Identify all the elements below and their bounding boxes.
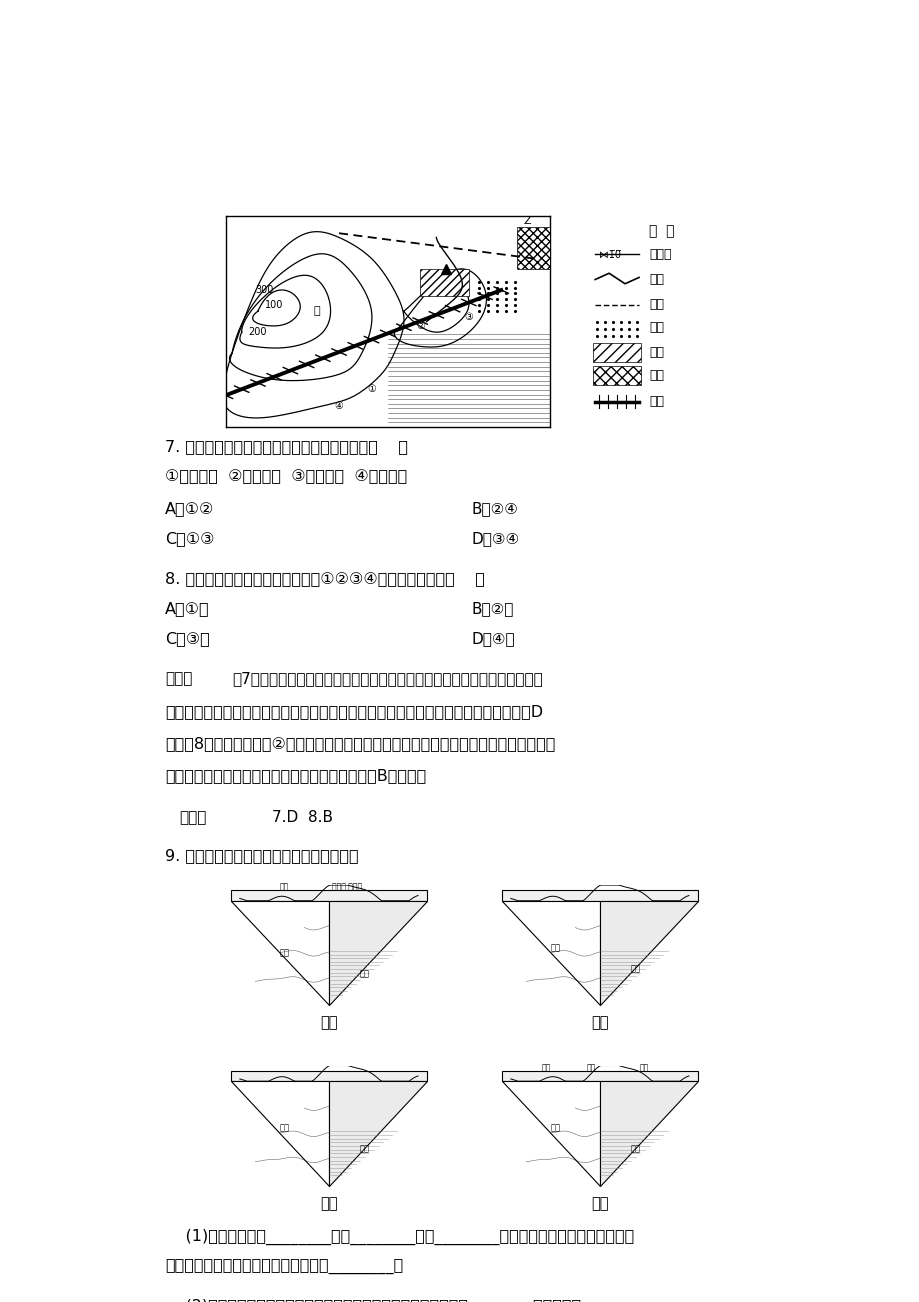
Text: 解析：: 解析：: [165, 672, 192, 686]
Text: ①穿越河流  ②临近港湾  ③穿越城区  ④坡度太大: ①穿越河流 ②临近港湾 ③穿越城区 ④坡度太大: [165, 469, 407, 484]
Text: B．②处: B．②处: [471, 602, 514, 616]
Text: A．①处: A．①处: [165, 602, 210, 616]
Text: B．②④: B．②④: [471, 501, 517, 516]
Text: A．①②: A．①②: [165, 501, 214, 516]
Text: 区在最近的地质时期内，地壳一直相对________。: 区在最近的地质时期内，地壳一直相对________。: [165, 1259, 403, 1275]
Text: C．①③: C．①③: [165, 531, 214, 547]
Text: (2)图上点线是今日海岸线位置，从图甲看出，华北平原曾是一个________，由图上河: (2)图上点线是今日海岸线位置，从图甲看出，华北平原曾是一个________，由…: [165, 1299, 581, 1302]
Text: 7.D  8.B: 7.D 8.B: [272, 810, 333, 825]
Text: 第7题，从图中明显地看出，铁路穿越市区和坡度较大的山区，穿越市区会干: 第7题，从图中明显地看出，铁路穿越市区和坡度较大的山区，穿越市区会干: [233, 672, 543, 686]
Text: D．③④: D．③④: [471, 531, 519, 547]
Text: 项。第8题，港口修建在②处，从自然条件看较为优越，表现为港阔水深，海湾避风；从社: 项。第8题，港口修建在②处，从自然条件看较为优越，表现为港阔水深，海湾避风；从社: [165, 736, 555, 751]
Text: 图丁: 图丁: [590, 1195, 608, 1211]
Text: 图丙: 图丙: [320, 1195, 337, 1211]
Text: 7. 上图中铁路分布存在着明显的问题，主要是（    ）: 7. 上图中铁路分布存在着明显的问题，主要是（ ）: [165, 439, 407, 454]
Text: 答案：: 答案：: [179, 810, 207, 825]
Text: D．④处: D．④处: [471, 631, 515, 647]
Text: 8. 甲城计划修建一小港口，在图中①②③④四处最合理的是（    ）: 8. 甲城计划修建一小港口，在图中①②③④四处最合理的是（ ）: [165, 572, 484, 586]
Text: 图乙: 图乙: [590, 1016, 608, 1030]
Text: 扰城市交通，通过坡度大的地区工程难度大，而且火车爬坡能力差，因而不合理，故选D: 扰城市交通，通过坡度大的地区工程难度大，而且火车爬坡能力差，因而不合理，故选D: [165, 703, 542, 719]
Text: C．③处: C．③处: [165, 631, 210, 647]
Text: 图甲: 图甲: [320, 1016, 337, 1030]
Text: (1)华北平原是由________河、________河、________河共同沉积形成的大平原。本地: (1)华北平原是由________河、________河、________河共同…: [165, 1229, 633, 1245]
Text: 9. 读华北平原发展过程图，回答下列问题。: 9. 读华北平原发展过程图，回答下列问题。: [165, 848, 358, 863]
Text: 会经济条件来看，交通便利，靠近城市和铁路。故B项正确。: 会经济条件来看，交通便利，靠近城市和铁路。故B项正确。: [165, 768, 425, 783]
